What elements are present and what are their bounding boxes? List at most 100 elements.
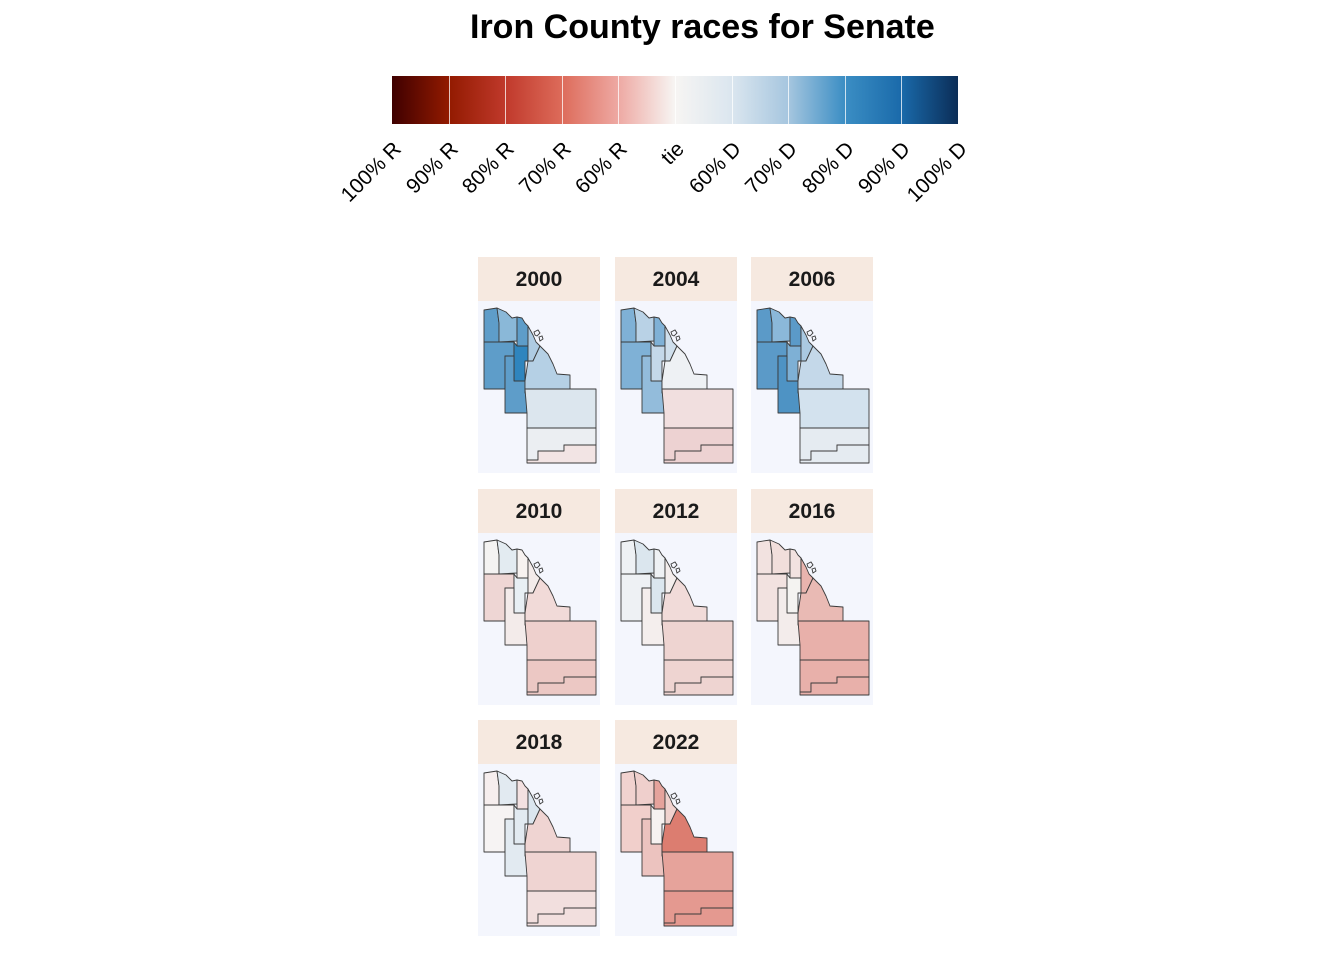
shoreline-detail <box>806 561 817 574</box>
county-shape <box>524 388 597 429</box>
map-panel-2016: 2016 <box>751 489 873 705</box>
county-shape <box>797 388 870 429</box>
legend-tick <box>505 76 506 124</box>
county-shape <box>799 444 870 464</box>
legend-tick <box>845 76 846 124</box>
legend-tick-label: tie <box>656 137 689 170</box>
county-shape <box>661 851 734 892</box>
map-panel-2004: 2004 <box>615 257 737 473</box>
county-map-svg <box>620 307 734 464</box>
county-shape <box>663 444 734 464</box>
county-shape <box>663 676 734 696</box>
county-map <box>478 533 600 705</box>
panel-year-label: 2016 <box>751 489 873 533</box>
county-shape <box>653 548 666 579</box>
county-map <box>478 764 600 936</box>
county-shape <box>789 316 802 347</box>
shoreline-detail <box>670 561 681 574</box>
panel-year-label: 2000 <box>478 257 600 301</box>
shoreline-detail <box>670 792 681 805</box>
county-shape <box>524 620 597 661</box>
legend-tick-label: 60% D <box>684 137 746 199</box>
panel-year-label: 2018 <box>478 720 600 764</box>
county-shape <box>769 307 791 343</box>
county-shape <box>661 620 734 661</box>
county-shape <box>756 539 773 575</box>
legend-tick-label: 90% R <box>401 137 463 199</box>
county-shape <box>633 307 655 343</box>
legend-tick <box>618 76 619 124</box>
panel-year-label: 2022 <box>615 720 737 764</box>
county-map <box>751 533 873 705</box>
map-panel-2006: 2006 <box>751 257 873 473</box>
map-panel-2012: 2012 <box>615 489 737 705</box>
map-panel-2018: 2018 <box>478 720 600 936</box>
county-shape <box>653 316 666 347</box>
shoreline-detail <box>533 329 544 342</box>
legend-tick <box>788 76 789 124</box>
county-map-svg <box>756 539 870 696</box>
legend-tick <box>562 76 563 124</box>
county-map <box>751 301 873 473</box>
county-shape <box>483 307 500 343</box>
legend-tick <box>675 76 676 124</box>
county-map <box>615 764 737 936</box>
county-shape <box>483 770 500 806</box>
county-shape <box>661 388 734 429</box>
county-shape <box>633 770 655 806</box>
legend-tick-label: 70% D <box>740 137 802 199</box>
legend-tick-label: 100% D <box>902 137 972 207</box>
county-map-svg <box>483 307 597 464</box>
county-shape <box>620 307 637 343</box>
county-shape <box>633 539 655 575</box>
panel-year-label: 2004 <box>615 257 737 301</box>
map-panel-2022: 2022 <box>615 720 737 936</box>
county-shape <box>516 316 529 347</box>
county-shape <box>526 676 597 696</box>
county-shape <box>799 676 870 696</box>
county-map-svg <box>620 539 734 696</box>
legend-tick-label: 80% R <box>457 137 519 199</box>
county-shape <box>496 307 518 343</box>
county-shape <box>653 779 666 810</box>
shoreline-detail <box>533 792 544 805</box>
county-shape <box>524 851 597 892</box>
county-shape <box>483 539 500 575</box>
legend-gradient-bar <box>392 76 958 124</box>
legend-tick-label: 70% R <box>514 137 576 199</box>
county-shape <box>797 620 870 661</box>
legend-tick <box>732 76 733 124</box>
county-shape <box>496 770 518 806</box>
county-map-svg <box>620 770 734 927</box>
county-shape <box>620 539 637 575</box>
county-map-svg <box>483 539 597 696</box>
county-shape <box>526 907 597 927</box>
map-panel-2000: 2000 <box>478 257 600 473</box>
legend-tick-label: 100% R <box>336 137 406 207</box>
county-shape <box>516 779 529 810</box>
panel-year-label: 2006 <box>751 257 873 301</box>
county-shape <box>516 548 529 579</box>
legend-tick-label: 60% R <box>570 137 632 199</box>
county-map <box>615 533 737 705</box>
chart-title: Iron County races for Senate <box>470 8 935 46</box>
panel-year-label: 2012 <box>615 489 737 533</box>
panel-year-label: 2010 <box>478 489 600 533</box>
county-shape <box>756 307 773 343</box>
county-map-svg <box>756 307 870 464</box>
county-map-svg <box>483 770 597 927</box>
legend-tick <box>449 76 450 124</box>
legend-tick-label: 80% D <box>797 137 859 199</box>
legend-tick <box>901 76 902 124</box>
county-map <box>478 301 600 473</box>
shoreline-detail <box>670 329 681 342</box>
county-shape <box>769 539 791 575</box>
county-shape <box>620 770 637 806</box>
county-shape <box>663 907 734 927</box>
county-map <box>615 301 737 473</box>
map-panel-2010: 2010 <box>478 489 600 705</box>
shoreline-detail <box>806 329 817 342</box>
county-shape <box>789 548 802 579</box>
county-shape <box>526 444 597 464</box>
